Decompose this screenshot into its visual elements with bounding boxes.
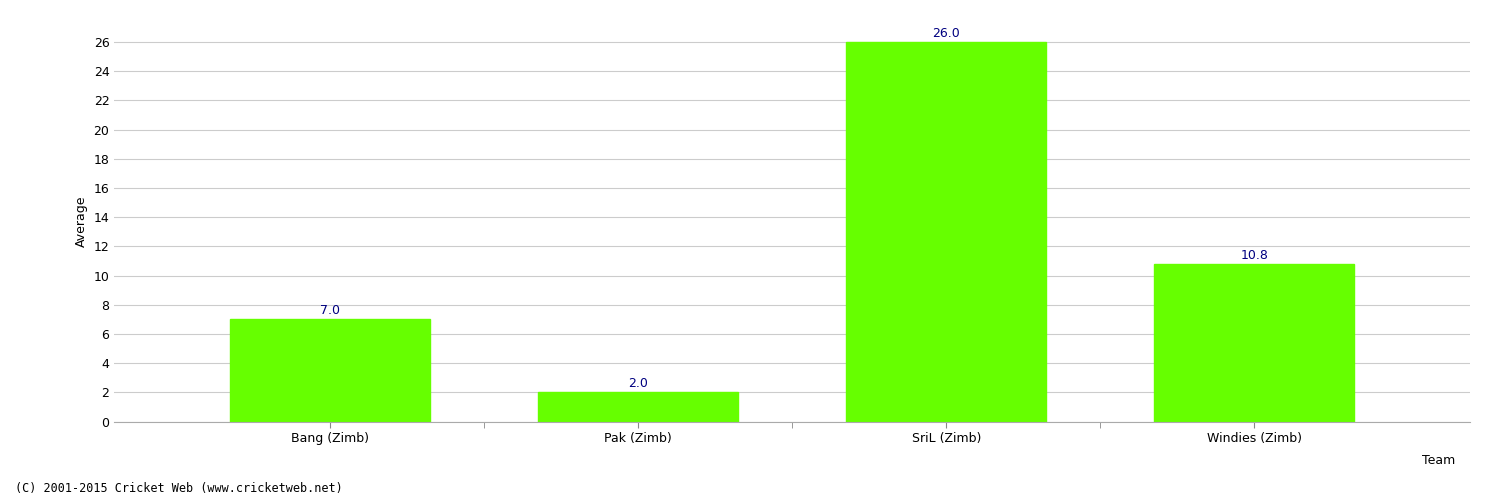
Text: (C) 2001-2015 Cricket Web (www.cricketweb.net): (C) 2001-2015 Cricket Web (www.cricketwe… [15,482,342,495]
Bar [846,42,1047,422]
Text: 26.0: 26.0 [933,26,960,40]
Bar [538,392,738,422]
Bar [230,320,430,422]
Y-axis label: Average: Average [75,195,88,246]
Bar [1154,264,1354,422]
Text: Team: Team [1422,454,1455,466]
Text: 10.8: 10.8 [1240,248,1269,262]
Text: 7.0: 7.0 [320,304,340,317]
Text: 2.0: 2.0 [628,377,648,390]
